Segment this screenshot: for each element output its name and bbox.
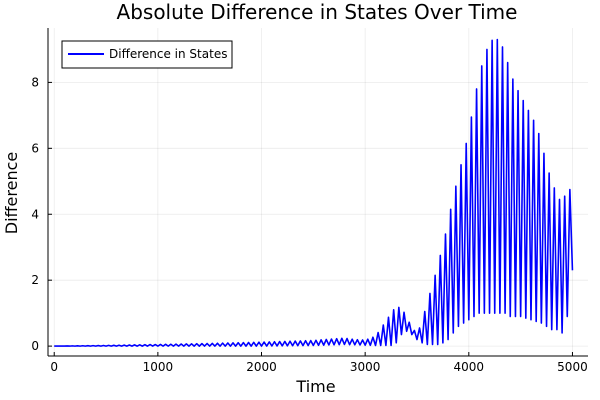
x-tick-label: 5000 <box>557 360 588 374</box>
x-tick-label: 3000 <box>350 360 381 374</box>
x-axis-label: Time <box>295 377 335 396</box>
x-tick-label: 0 <box>50 360 58 374</box>
axes <box>47 28 588 357</box>
x-tick-label: 2000 <box>246 360 277 374</box>
series-line-difference-in-states <box>54 38 574 347</box>
x-tick-label: 1000 <box>143 360 174 374</box>
y-tick-label: 8 <box>31 75 39 89</box>
chart-title: Absolute Difference in States Over Time <box>117 0 518 24</box>
y-tick-label: 6 <box>31 141 39 155</box>
y-axis-label: Difference <box>2 152 21 234</box>
legend-label: Difference in States <box>109 47 227 61</box>
tick-labels: 0 1000 2000 3000 4000 5000 0 2 4 6 8 <box>31 75 587 374</box>
series-layer <box>54 38 574 347</box>
x-tick-label: 4000 <box>454 360 485 374</box>
y-tick-label: 0 <box>31 339 39 353</box>
y-tick-label: 4 <box>31 207 39 221</box>
y-tick-label: 2 <box>31 273 39 287</box>
legend: Difference in States <box>61 40 233 69</box>
